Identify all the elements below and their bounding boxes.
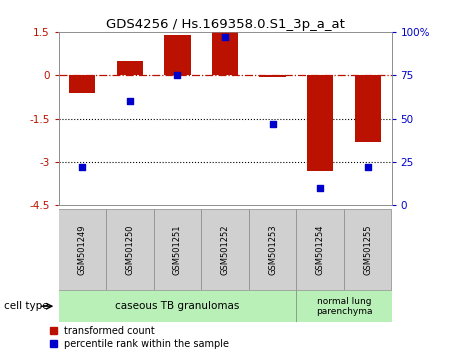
- Text: GSM501252: GSM501252: [220, 224, 230, 275]
- Bar: [58, 290, 297, 322]
- Point: [174, 73, 181, 78]
- Text: GSM501251: GSM501251: [173, 224, 182, 275]
- Bar: [344, 209, 392, 290]
- Text: GSM501254: GSM501254: [315, 224, 324, 275]
- Bar: [58, 209, 106, 290]
- Bar: [106, 209, 153, 290]
- Point: [364, 164, 371, 170]
- Point: [269, 121, 276, 127]
- Bar: [164, 35, 190, 75]
- Text: cell type: cell type: [4, 301, 49, 311]
- Bar: [201, 209, 249, 290]
- Text: GSM501255: GSM501255: [363, 224, 372, 275]
- Bar: [260, 75, 286, 77]
- Bar: [212, 32, 238, 75]
- Bar: [69, 75, 95, 93]
- Legend: transformed count, percentile rank within the sample: transformed count, percentile rank withi…: [50, 326, 230, 349]
- Point: [126, 98, 134, 104]
- Bar: [249, 209, 297, 290]
- Text: GSM501249: GSM501249: [78, 224, 87, 275]
- Bar: [297, 290, 392, 322]
- Text: GSM501253: GSM501253: [268, 224, 277, 275]
- Bar: [355, 75, 381, 142]
- Point: [221, 34, 229, 40]
- Text: normal lung
parenchyma: normal lung parenchyma: [316, 297, 372, 316]
- Bar: [117, 61, 143, 75]
- Point: [79, 164, 86, 170]
- Title: GDS4256 / Hs.169358.0.S1_3p_a_at: GDS4256 / Hs.169358.0.S1_3p_a_at: [106, 18, 344, 31]
- Text: caseous TB granulomas: caseous TB granulomas: [115, 301, 239, 311]
- Bar: [297, 209, 344, 290]
- Bar: [153, 209, 201, 290]
- Bar: [307, 75, 333, 171]
- Text: GSM501250: GSM501250: [126, 224, 135, 275]
- Point: [316, 185, 324, 191]
